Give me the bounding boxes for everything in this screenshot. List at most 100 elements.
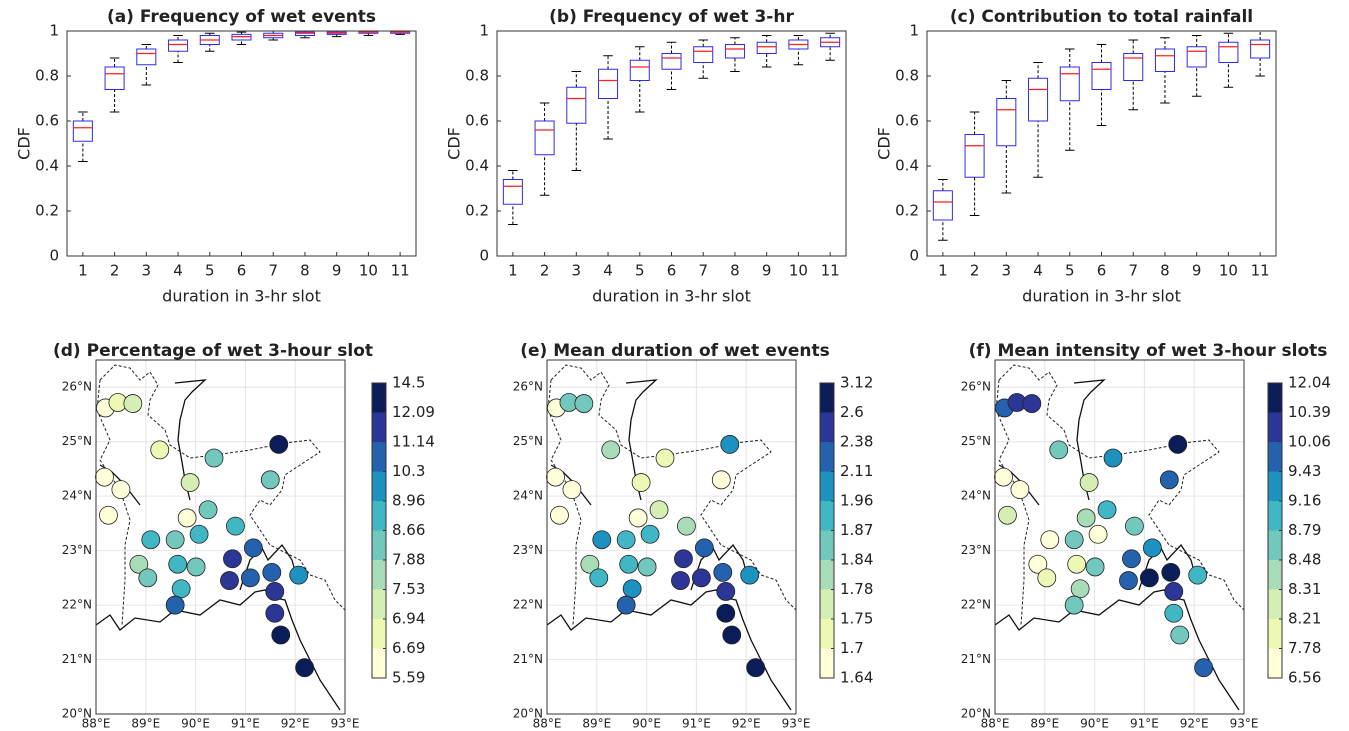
box [1091, 62, 1112, 90]
colorbar-bin [820, 383, 834, 413]
station-point [628, 508, 648, 528]
station-point [671, 571, 690, 590]
x-tick-label: 11 [1251, 262, 1270, 280]
box [1250, 39, 1271, 59]
station-point [95, 467, 114, 487]
station-point [616, 595, 636, 615]
colorbar-label: 8.66 [392, 521, 425, 539]
axes-frame [546, 359, 797, 715]
colorbar-bin [372, 530, 386, 560]
station-point [1161, 563, 1181, 582]
colorbar-bin [820, 501, 834, 531]
station-point [1125, 516, 1144, 536]
colorbar-bin [1268, 560, 1282, 590]
chart-title: (d) Percentage of wet 3-hour slot [53, 341, 373, 361]
x-tick-label: 7 [268, 262, 278, 280]
box [1186, 46, 1207, 68]
x-tick-label: 91°E [682, 717, 711, 731]
y-tick-label: 26°N [961, 380, 991, 394]
station-point [1194, 658, 1214, 678]
colorbar-bin [1268, 530, 1282, 560]
box [1123, 53, 1144, 81]
station-point [580, 554, 600, 574]
colorbar-label: 14.5 [392, 374, 425, 392]
station-point [740, 565, 760, 585]
colorbar-label: 6.56 [1288, 669, 1321, 687]
station-point [1076, 508, 1096, 528]
x-tick-label: 2 [110, 262, 120, 280]
x-tick-label: 9 [762, 262, 772, 280]
colorbar-label: 5.59 [392, 669, 425, 687]
chart-title: (c) Contribution to total rainfall [950, 7, 1253, 27]
x-tick-label: 2 [970, 262, 980, 280]
station-point [189, 524, 209, 544]
colorbar-bin [820, 530, 834, 560]
box [932, 190, 953, 221]
y-tick-label: 21°N [62, 652, 92, 666]
box [72, 120, 93, 142]
x-tick-label: 7 [698, 262, 708, 280]
x-tick-label: 1 [508, 262, 518, 280]
station-point [1085, 557, 1105, 577]
colorbar-label: 9.43 [1288, 462, 1321, 480]
station-point [649, 500, 669, 520]
station-point [1049, 440, 1069, 460]
station-point [295, 658, 315, 678]
chart-title: (e) Mean duration of wet events [520, 341, 829, 361]
colorbar-label: 1.84 [840, 551, 873, 569]
x-tick-label: 4 [173, 262, 183, 280]
x-tick-label: 4 [603, 262, 613, 280]
colorbar-bin [372, 648, 386, 678]
box [629, 59, 650, 81]
box [566, 86, 587, 124]
station-point [655, 448, 675, 468]
x-tick-label: 88°E [533, 717, 562, 731]
colorbar-label: 6.94 [392, 610, 425, 628]
y-tick-label: 26°N [513, 380, 543, 394]
station-point [574, 394, 594, 413]
station-point [1168, 435, 1188, 454]
y-tick-label: 23°N [961, 543, 991, 557]
station-point [165, 530, 185, 550]
station-point [616, 530, 636, 550]
station-point [1070, 579, 1090, 599]
y-tick-label: 0.4 [895, 157, 919, 175]
x-tick-label: 10 [789, 262, 808, 280]
colorbar-bin [1268, 383, 1282, 413]
y-tick-label: 0.4 [465, 157, 489, 175]
y-tick-label: 24°N [513, 489, 543, 503]
station-point [1188, 565, 1208, 585]
x-tick-label: 92°E [732, 717, 761, 731]
y-tick-label: 0.2 [35, 202, 59, 220]
station-point [289, 565, 309, 585]
x-tick-label: 89°E [1030, 717, 1059, 731]
station-point [637, 557, 657, 577]
axes-frame [496, 30, 847, 257]
colorbar-label: 1.75 [840, 610, 873, 628]
colorbar-label: 1.7 [840, 639, 864, 657]
station-point [1142, 538, 1162, 558]
colorbar-label: 10.06 [1288, 433, 1331, 451]
colorbar-label: 7.53 [392, 580, 425, 598]
y-tick-label: 0 [909, 247, 919, 265]
colorbar-label: 1.87 [840, 521, 873, 539]
colorbar-frame [1267, 382, 1283, 679]
y-tick-label: 20°N [62, 707, 92, 721]
y-axis-label: CDF [15, 127, 34, 160]
colorbar-label: 10.39 [1288, 403, 1331, 421]
station-point [138, 568, 158, 588]
y-tick-label: 0.4 [35, 157, 59, 175]
station-point [1088, 524, 1108, 544]
station-point [1164, 582, 1184, 601]
x-tick-label: 90°E [181, 717, 210, 731]
station-point [1139, 568, 1159, 588]
x-tick-label: 92°E [1180, 717, 1209, 731]
colorbar-bin [1268, 648, 1282, 678]
station-point [631, 473, 651, 492]
station-point [994, 467, 1013, 487]
box [724, 44, 745, 59]
map-background [995, 360, 1244, 714]
station-point [168, 554, 188, 574]
x-tick-label: 8 [300, 262, 310, 280]
